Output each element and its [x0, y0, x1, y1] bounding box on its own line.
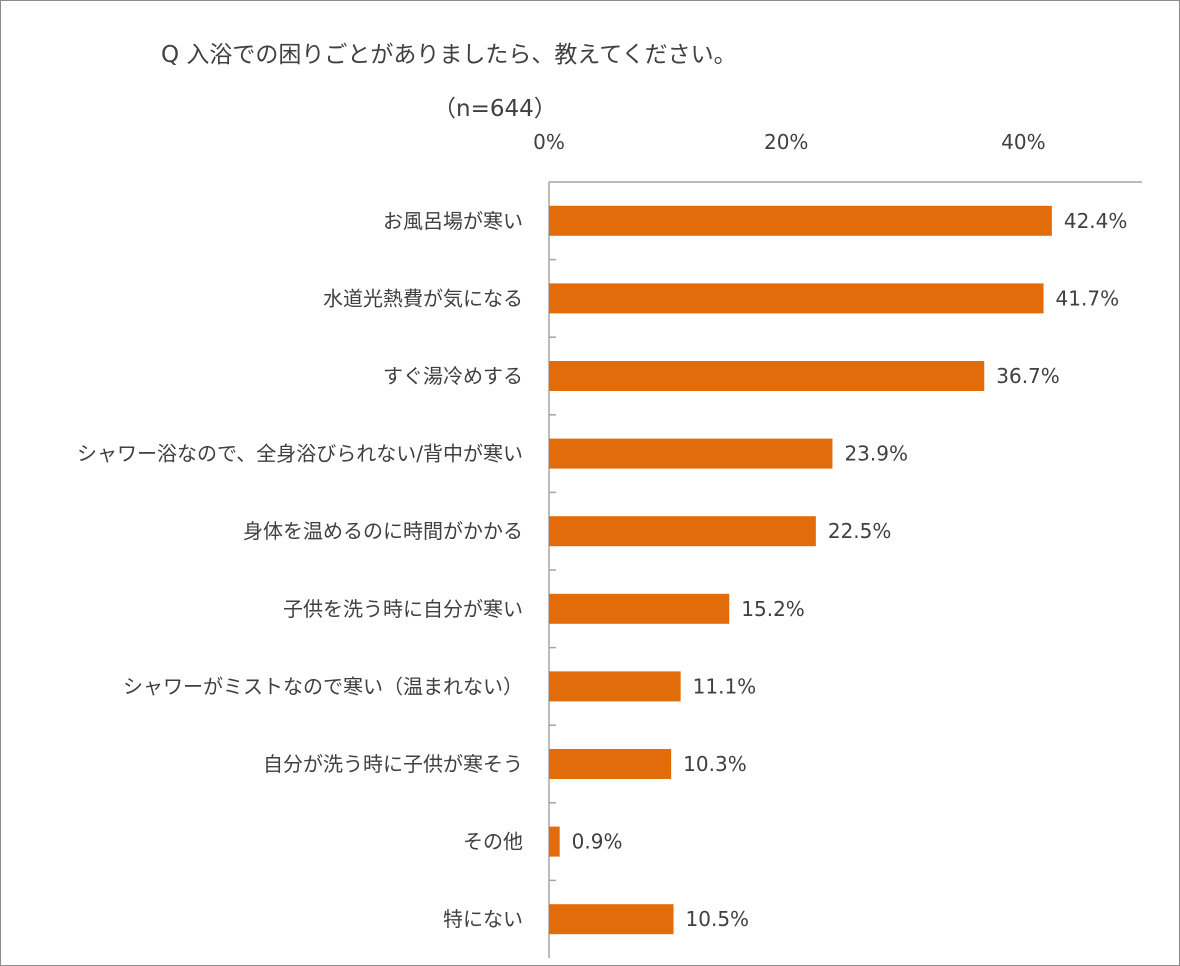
- value-label: 41.7%: [1056, 286, 1120, 310]
- bar: [549, 593, 730, 624]
- chart-title: Q 入浴での困りごとがありましたら、教えてください。: [161, 42, 737, 68]
- bar: [549, 361, 985, 391]
- value-label: 10.3%: [683, 752, 747, 776]
- category-label: 身体を温めるのに時間がかかる: [243, 519, 523, 543]
- bar: [549, 205, 1052, 236]
- category-label: 子供を洗う時に自分が寒い: [283, 597, 523, 621]
- bar: [549, 283, 1044, 314]
- bar: [549, 516, 816, 547]
- value-label: 0.9%: [572, 830, 623, 854]
- bar: [549, 826, 560, 857]
- bar: [549, 671, 681, 702]
- chart-subtitle: （n=644）: [433, 96, 557, 122]
- category-label: すぐ湯冷めする: [383, 364, 523, 388]
- value-label: 22.5%: [828, 519, 892, 543]
- category-label: シャワー浴なので、全身浴びられない/背中が寒い: [77, 442, 523, 466]
- value-label: 36.7%: [996, 364, 1060, 388]
- category-label: 自分が洗う時に子供が寒そう: [263, 752, 523, 776]
- value-label: 42.4%: [1064, 209, 1128, 233]
- x-tick-label: 0%: [533, 130, 565, 154]
- value-label: 23.9%: [844, 442, 908, 466]
- bars: お風呂場が寒い 42.4% 水道光熱費が気になる 41.7% すぐ湯冷めする 36.7% シ…: [77, 205, 1128, 935]
- category-label: シャワーがミストなので寒い（温まれない）: [123, 674, 523, 698]
- x-axis: 0% 20% 40%: [533, 130, 1045, 154]
- category-label: 水道光熱費が気になる: [323, 286, 523, 310]
- category-label: 特にない: [443, 907, 523, 931]
- bar: [549, 904, 674, 935]
- value-label: 10.5%: [686, 907, 750, 931]
- bar: [549, 438, 833, 469]
- bar: [549, 749, 672, 779]
- value-label: 15.2%: [741, 597, 805, 621]
- category-label: お風呂場が寒い: [383, 209, 523, 233]
- x-tick-label: 40%: [1001, 130, 1045, 154]
- value-label: 11.1%: [693, 674, 757, 698]
- category-label: その他: [463, 830, 523, 854]
- x-tick-label: 20%: [764, 130, 808, 154]
